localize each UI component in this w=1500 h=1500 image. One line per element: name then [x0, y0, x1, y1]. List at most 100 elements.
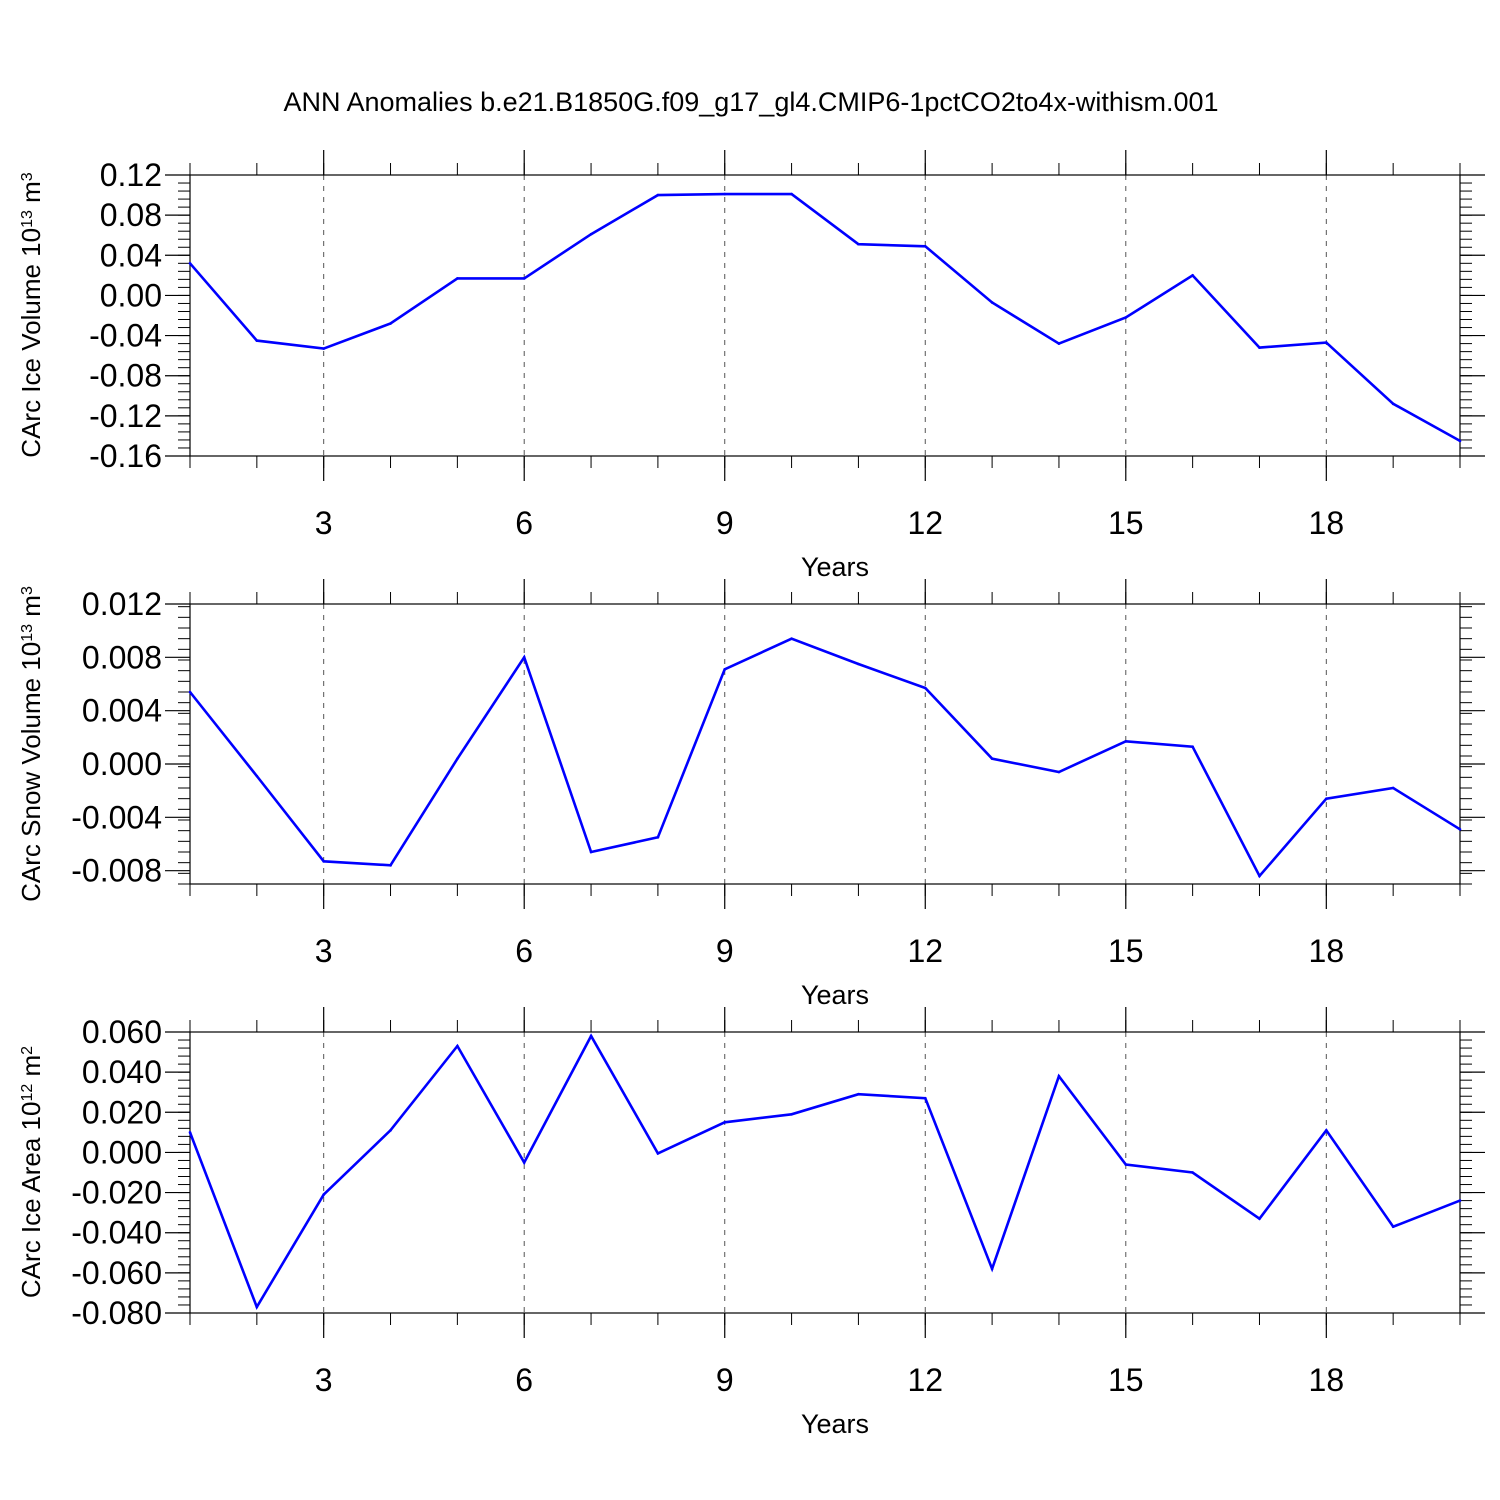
data-point	[322, 1193, 325, 1196]
x-tick-label: 9	[716, 505, 734, 541]
data-point	[656, 193, 660, 197]
data-point	[456, 1044, 459, 1048]
data-point	[1458, 439, 1462, 443]
chart-panel-2: 3 6 9 12 15 18 -0.008 -0.004 0.000 0.004 0.008 0.01…	[16, 579, 1485, 1010]
data-point	[389, 864, 392, 867]
x-tick-label: 3	[315, 1362, 333, 1398]
data-point	[1124, 316, 1128, 319]
data-point	[1124, 740, 1128, 743]
data-point	[1258, 346, 1261, 349]
data-point	[923, 686, 927, 690]
y-tick-label: -0.080	[71, 1295, 162, 1331]
data-point	[322, 347, 325, 350]
data-point	[255, 1305, 259, 1309]
y-tick-label: 0.008	[82, 639, 162, 675]
x-tick-label: 18	[1309, 933, 1345, 969]
y-tick-label: 0.12	[100, 157, 162, 193]
x-tick-label: 6	[515, 505, 533, 541]
x-tick-label: 9	[716, 1362, 734, 1398]
data-point	[1191, 1171, 1194, 1174]
y-tick-label: -0.04	[89, 318, 162, 354]
data-point	[456, 757, 459, 760]
y-tick-label: 0.060	[82, 1014, 162, 1050]
data-point	[1391, 786, 1395, 790]
data-point	[857, 662, 860, 666]
data-point	[188, 1131, 192, 1134]
data-point	[923, 1096, 927, 1100]
series-line	[188, 637, 1461, 879]
y-axis-label: CArc Ice Volume 1013 m3	[16, 172, 46, 457]
data-point	[589, 1034, 593, 1038]
y-axis-label-text: CArc Snow Volume 10	[16, 642, 46, 902]
charts-container: 3 6 9 12 15 18 -0.16 -0.12 -0.08 -0.04 0.00 0.04 0.0…	[16, 150, 1485, 1439]
data-point	[1191, 745, 1194, 748]
y-axis-label: CArc Snow Volume 1013 m3	[16, 586, 46, 902]
y-axis-label: CArc Ice Area 1012 m2	[16, 1046, 46, 1298]
y-tick-label: 0.08	[100, 197, 162, 233]
y-tick-label: -0.16	[89, 438, 162, 474]
plot-frame	[189, 603, 1461, 885]
data-point	[923, 244, 927, 248]
data-point	[857, 1092, 860, 1096]
data-point	[790, 192, 793, 196]
data-point	[790, 1112, 793, 1116]
data-point	[255, 774, 259, 778]
data-point	[1325, 341, 1328, 344]
data-point	[389, 1129, 392, 1132]
data-point	[1458, 828, 1462, 831]
y-tick-label: -0.12	[89, 398, 162, 434]
data-point	[1057, 770, 1061, 774]
y-axis-label-text: CArc Ice Area 10	[16, 1102, 46, 1299]
data-point	[656, 1152, 660, 1155]
chart-panel-1: 3 6 9 12 15 18 -0.16 -0.12 -0.08 -0.04 0.00 0.04 0.0…	[16, 150, 1485, 582]
data-point	[456, 277, 459, 280]
x-tick-label: 6	[515, 1362, 533, 1398]
x-tick-label: 3	[315, 505, 333, 541]
data-point	[990, 757, 994, 760]
data-point	[1391, 1225, 1395, 1228]
y-axis-label-superscript: 2	[19, 1046, 36, 1055]
x-axis-label: Years	[801, 980, 869, 1010]
y-axis-label-text: CArc Ice Volume 10	[16, 228, 46, 458]
y-tick-label: -0.020	[71, 1175, 162, 1211]
data-point	[1258, 874, 1261, 878]
data-point	[188, 262, 192, 265]
data-point	[1325, 1129, 1328, 1132]
x-tick-label: 12	[907, 1362, 943, 1398]
y-axis-label-superscript: 3	[19, 172, 36, 181]
y-tick-label: 0.004	[82, 693, 162, 729]
y-tick-label: -0.060	[71, 1255, 162, 1291]
y-tick-label: 0.020	[82, 1094, 162, 1130]
data-point	[790, 637, 793, 640]
x-tick-label: 15	[1108, 933, 1144, 969]
data-point	[723, 1121, 727, 1124]
y-axis-label-text: m	[16, 1055, 46, 1084]
data-point	[1325, 797, 1328, 800]
series-line	[189, 192, 1461, 443]
x-tick-label: 18	[1309, 505, 1345, 541]
y-axis-label-superscript: 3	[19, 586, 36, 595]
data-point	[857, 242, 860, 246]
x-tick-label: 3	[315, 933, 333, 969]
data-point	[589, 232, 593, 236]
data-point	[1057, 342, 1061, 345]
y-tick-label: 0.04	[100, 237, 162, 273]
x-axis-label: Years	[801, 552, 869, 582]
x-tick-label: 15	[1108, 1362, 1144, 1398]
y-axis-label-text: m	[16, 595, 46, 624]
chart-panel-3: 3 6 9 12 15 18 -0.080 -0.060 -0.040 -0.020 0.000 0.…	[16, 1007, 1485, 1439]
y-tick-label: 0.012	[82, 586, 162, 622]
x-axis-label: Years	[801, 1409, 869, 1439]
y-axis-label-superscript: 13	[19, 210, 36, 228]
plot-frame	[189, 174, 1461, 457]
data-point	[255, 339, 259, 342]
data-point	[522, 277, 526, 280]
series-line	[188, 1033, 1461, 1310]
data-point	[322, 860, 325, 863]
data-point	[1124, 1163, 1128, 1166]
data-point	[1391, 402, 1395, 406]
data-point	[1057, 1074, 1061, 1078]
y-tick-label: 0.000	[82, 746, 162, 782]
plot-frame	[189, 1031, 1461, 1314]
y-tick-label: -0.040	[71, 1215, 162, 1251]
